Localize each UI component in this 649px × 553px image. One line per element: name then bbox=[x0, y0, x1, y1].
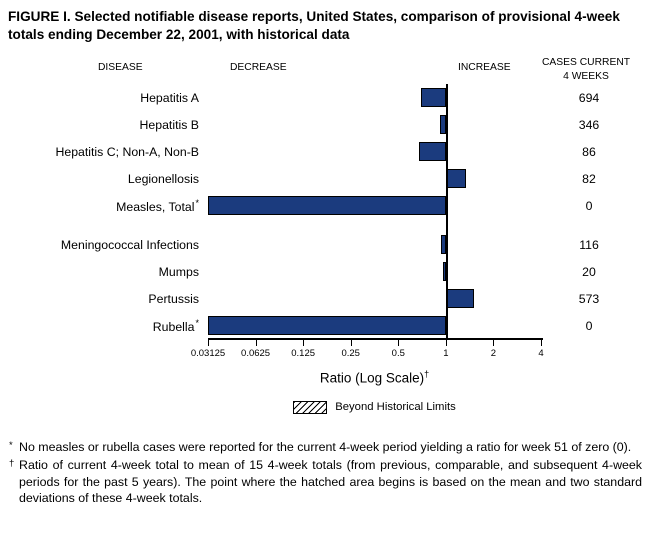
axis-tick-label: 2 bbox=[490, 348, 497, 360]
footnote-dagger: † Ratio of current 4-week total to mean o… bbox=[8, 457, 642, 506]
legend-label: Beyond Historical Limits bbox=[335, 401, 456, 414]
footnote-asterisk-text: No measles or rubella cases were reporte… bbox=[19, 439, 632, 454]
chart-row: Legionellosis 82 bbox=[8, 165, 640, 192]
chart-row: Meningococcal Infections 116 bbox=[8, 231, 640, 258]
disease-label: Meningococcal Infections bbox=[60, 237, 199, 252]
footnote-marker: * bbox=[195, 197, 199, 208]
bar-track bbox=[208, 165, 541, 192]
cases-value: 82 bbox=[582, 171, 596, 186]
x-axis-line bbox=[208, 338, 543, 341]
axis-tick-label: 0.125 bbox=[291, 348, 316, 360]
chart-row: Rubella* 0 bbox=[8, 312, 640, 339]
ratio-bar bbox=[445, 289, 474, 309]
column-header-cases-line1: CASES CURRENT bbox=[541, 57, 631, 69]
bar-track bbox=[208, 258, 541, 285]
ratio-bar bbox=[208, 316, 446, 336]
bar-track bbox=[208, 84, 541, 111]
x-axis-label: Ratio (Log Scale)† bbox=[208, 369, 541, 386]
cases-value: 116 bbox=[579, 237, 599, 252]
axis-tick bbox=[303, 340, 305, 347]
cases-value: 0 bbox=[585, 198, 593, 213]
dagger-symbol: † bbox=[9, 458, 15, 470]
bar-track bbox=[208, 192, 541, 219]
asterisk-symbol: * bbox=[9, 439, 13, 451]
disease-label: Hepatitis A bbox=[140, 90, 199, 105]
bar-track bbox=[208, 231, 541, 258]
cases-value: 346 bbox=[578, 117, 600, 132]
figure-title: FIGURE I. Selected notifiable disease re… bbox=[8, 9, 620, 42]
ratio-bar bbox=[419, 142, 446, 162]
ratio-bar bbox=[443, 262, 446, 282]
axis-tick bbox=[493, 340, 495, 347]
chart-row: Pertussis 573 bbox=[8, 285, 640, 312]
hatch-swatch bbox=[293, 400, 328, 414]
ratio-bar bbox=[440, 235, 446, 255]
chart-row: Measles, Total* 0 bbox=[8, 192, 640, 219]
ratio-bar bbox=[445, 169, 467, 189]
plot-area: Hepatitis A 694 Hepatitis B 346 Hepatitis C;… bbox=[8, 84, 640, 341]
axis-tick-label: 4 bbox=[538, 348, 544, 360]
bar-track bbox=[208, 285, 541, 312]
disease-label: Pertussis bbox=[148, 291, 199, 306]
ratio-bar bbox=[208, 196, 446, 216]
disease-label: Hepatitis B bbox=[139, 117, 199, 132]
bar-track bbox=[208, 138, 541, 165]
axis-tick bbox=[398, 340, 400, 347]
chart-row: Hepatitis B 346 bbox=[8, 111, 640, 138]
legend: Beyond Historical Limits bbox=[208, 400, 541, 414]
axis-tick bbox=[445, 340, 447, 347]
cases-value: 20 bbox=[582, 264, 596, 279]
disease-label: Mumps bbox=[158, 264, 199, 279]
column-header-disease: DISEASE bbox=[98, 62, 143, 74]
x-axis-label-text: Ratio (Log Scale) bbox=[319, 370, 425, 386]
axis-tick-label: 1 bbox=[443, 348, 449, 360]
column-header-cases-line2: 4 WEEKS bbox=[563, 71, 609, 83]
footnote-marker: * bbox=[195, 317, 199, 328]
chart-row: Hepatitis A 694 bbox=[8, 84, 640, 111]
cases-value: 86 bbox=[582, 144, 596, 159]
disease-label: Measles, Total* bbox=[116, 197, 199, 214]
chart: DISEASE DECREASE INCREASE CASES CURRENT … bbox=[8, 56, 640, 414]
column-header-cases: CASES CURRENT 4 WEEKS bbox=[530, 56, 642, 84]
axis-tick bbox=[350, 340, 352, 347]
chart-headers: DISEASE DECREASE INCREASE CASES CURRENT … bbox=[8, 56, 640, 84]
bar-track bbox=[208, 111, 541, 138]
axis-tick-label: 0.5 bbox=[391, 348, 405, 360]
axis-tick bbox=[208, 340, 209, 347]
x-axis-ticks: 0.03125 0.0625 0.125 0.25 0.5 1 2 4 bbox=[191, 339, 544, 365]
chart-rows: Hepatitis A 694 Hepatitis B 346 Hepatitis C;… bbox=[8, 84, 640, 339]
disease-label: Legionellosis bbox=[127, 171, 199, 186]
chart-row: Mumps 20 bbox=[8, 258, 640, 285]
footnotes: * No measles or rubella cases were report… bbox=[8, 439, 642, 507]
cases-value: 573 bbox=[578, 291, 600, 306]
disease-label: Hepatitis C; Non-A, Non-B bbox=[55, 144, 199, 159]
axis-tick bbox=[255, 340, 257, 347]
footnote-asterisk: * No measles or rubella cases were report… bbox=[8, 439, 642, 455]
ratio-1-baseline bbox=[446, 84, 448, 340]
chart-row: Hepatitis C; Non-A, Non-B 86 bbox=[8, 138, 640, 165]
ratio-bar bbox=[440, 115, 446, 135]
column-header-increase: INCREASE bbox=[458, 62, 511, 74]
dagger-superscript: † bbox=[424, 369, 430, 380]
ratio-bar bbox=[421, 88, 446, 108]
axis-tick-label: 0.0625 bbox=[241, 348, 271, 360]
axis-tick bbox=[541, 340, 542, 347]
axis-tick-label: 0.03125 bbox=[190, 348, 226, 360]
column-header-decrease: DECREASE bbox=[230, 62, 287, 74]
bar-track bbox=[208, 312, 541, 339]
cases-value: 0 bbox=[585, 318, 593, 333]
cases-value: 694 bbox=[578, 90, 600, 105]
footnote-dagger-text: Ratio of current 4-week total to mean of… bbox=[19, 458, 642, 505]
disease-label: Rubella* bbox=[152, 317, 199, 334]
axis-tick-label: 0.25 bbox=[341, 348, 360, 360]
